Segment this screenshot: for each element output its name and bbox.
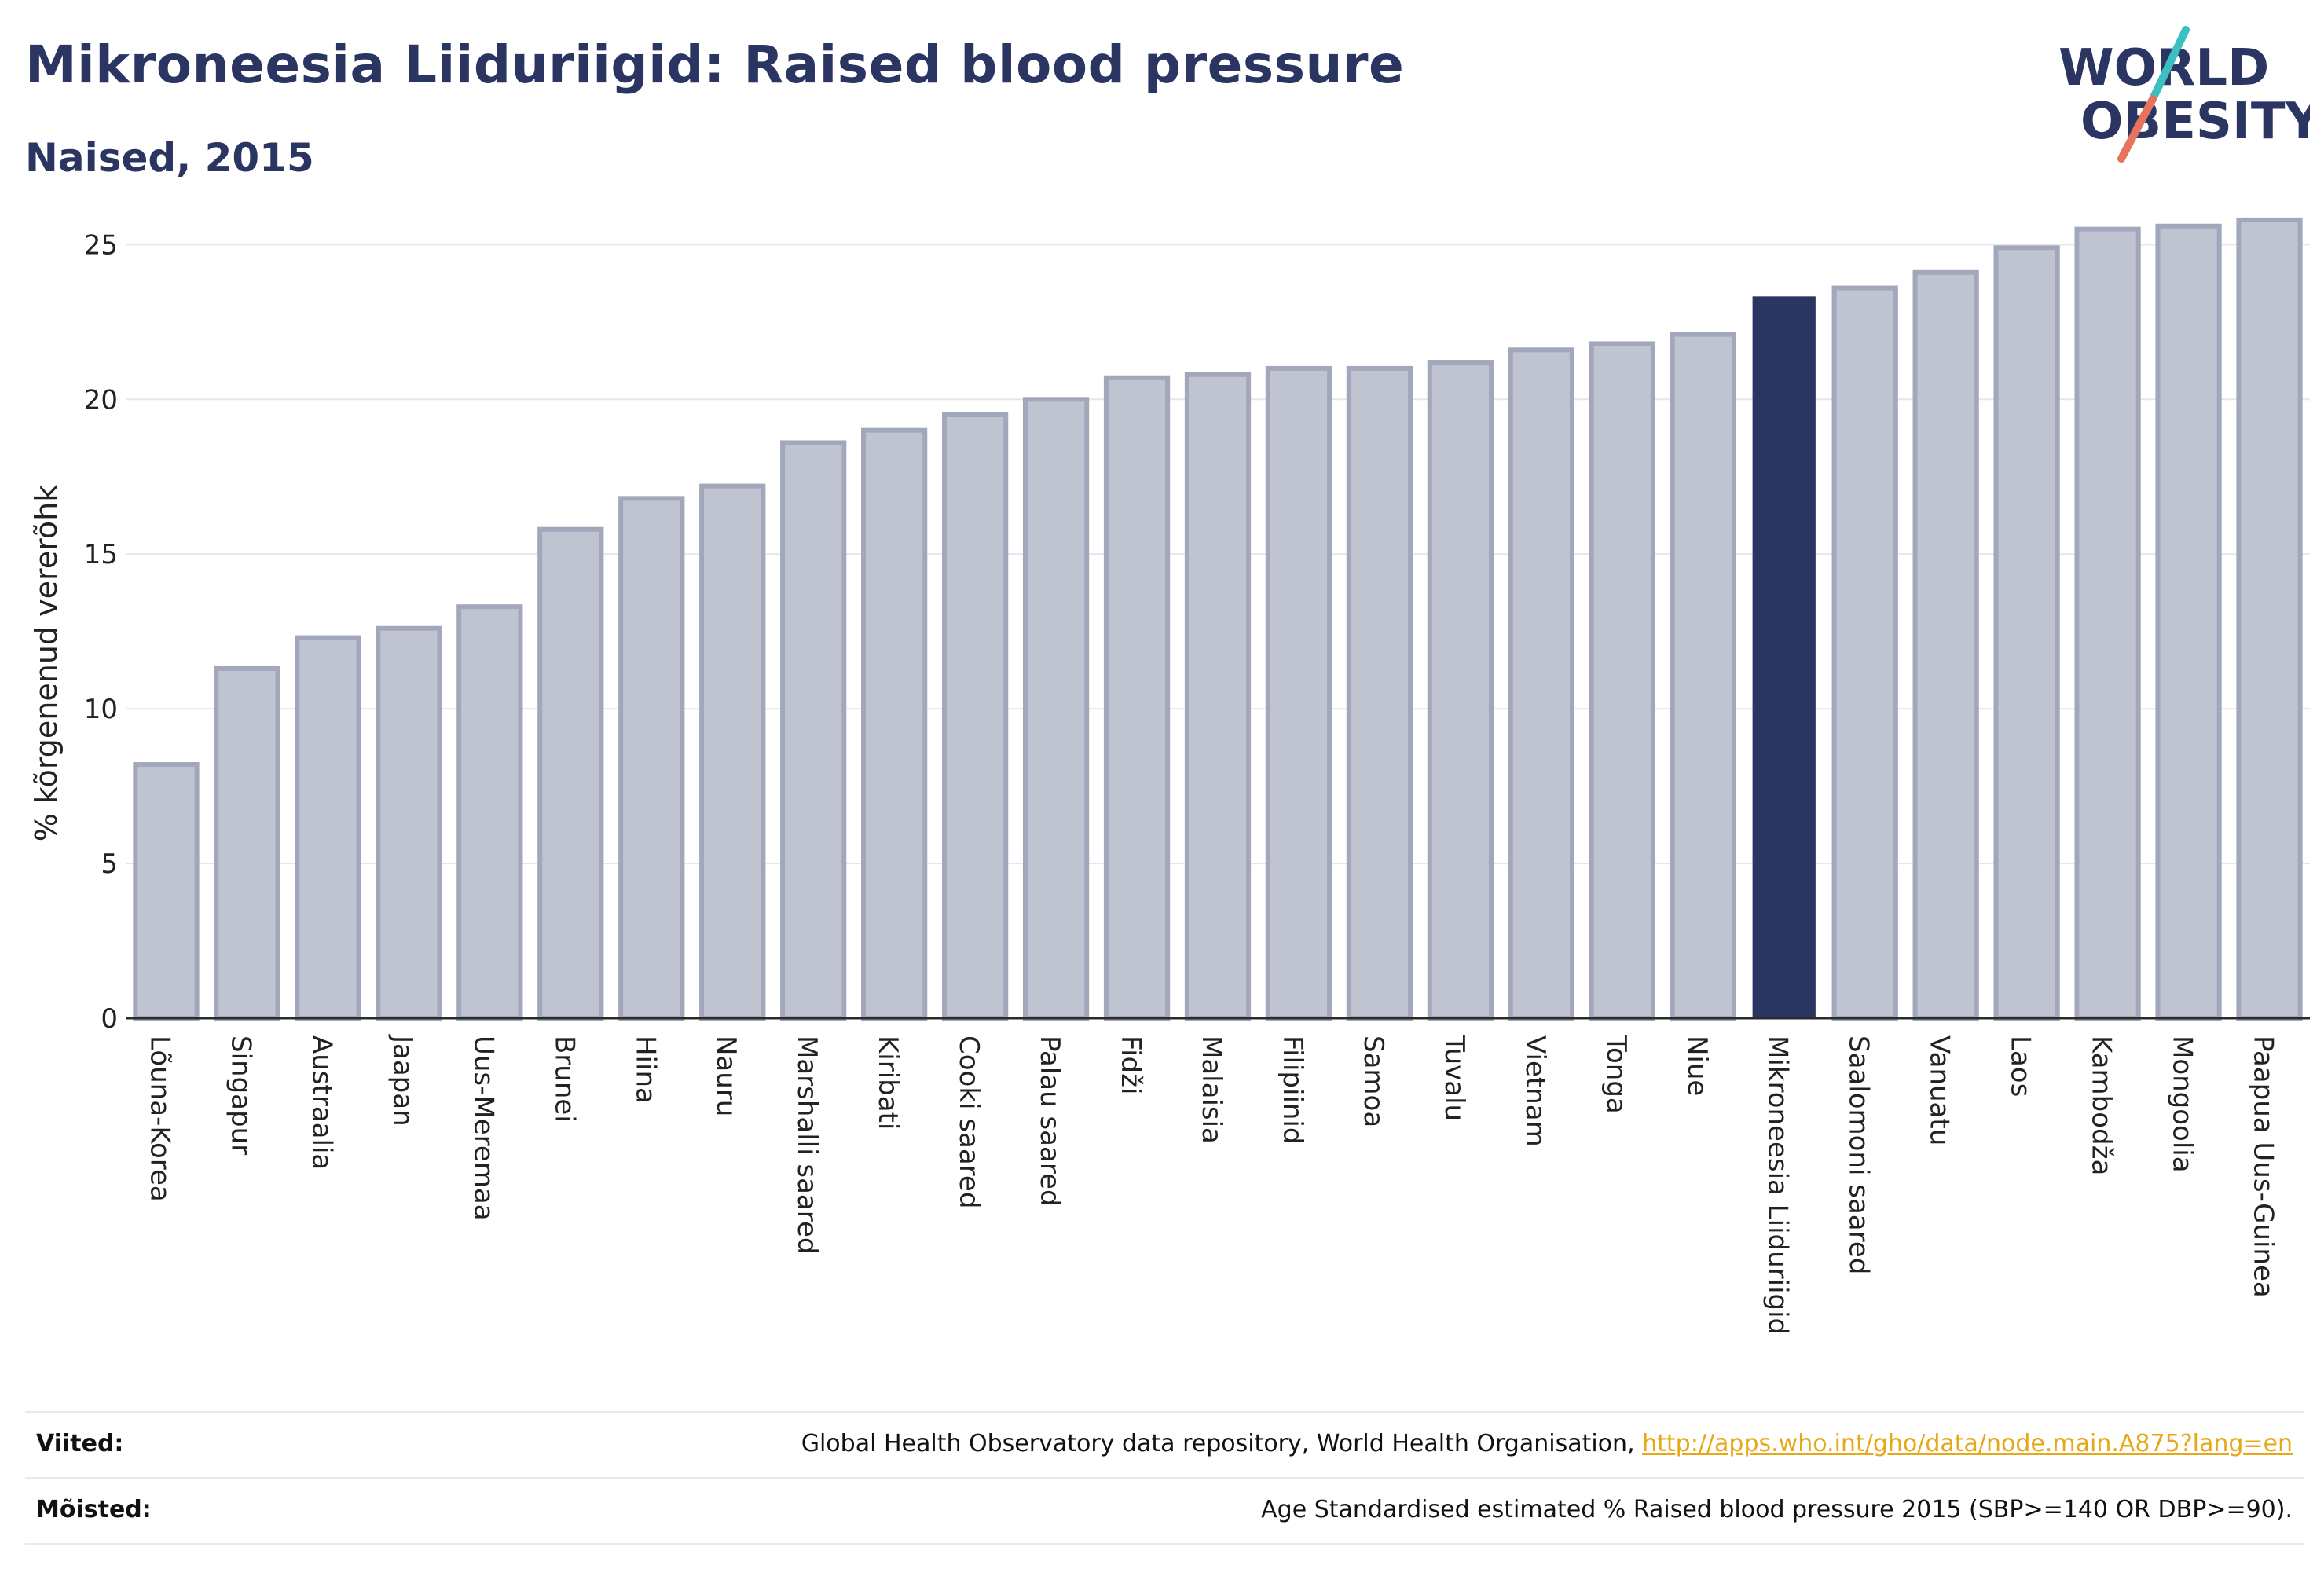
bar (1912, 269, 1979, 1021)
bar (2074, 226, 2141, 1021)
x-tick-label: Paapua Uus-Guinea (2248, 1035, 2279, 1298)
bar (133, 762, 200, 1021)
bar (2155, 223, 2222, 1021)
x-tick-label: Tonga (1600, 1035, 1632, 1114)
chart-title: Mikroneesia Liiduriigid: Raised blood pr… (25, 35, 1405, 95)
logo-line2: OBESITY (2080, 93, 2310, 151)
y-tick-label: 15 (84, 539, 118, 570)
x-tick-label: Cooki saared (953, 1035, 984, 1208)
x-tick-labels: Lõuna-Korea Singapur Austraalia Jaapan Uus-M… (144, 1034, 2278, 1335)
bar (941, 412, 1009, 1021)
bar (1103, 375, 1171, 1021)
bar (618, 496, 685, 1021)
footer-definitions-row: Mõisted: Age Standardised estimated % Ra… (25, 1477, 2304, 1545)
x-tick-label: Hiina (629, 1035, 661, 1104)
bar (295, 635, 361, 1021)
bar (1022, 397, 1090, 1021)
bar (1427, 360, 1494, 1021)
x-tick-label: Marshalli saared (791, 1035, 823, 1255)
x-tick-label: Mongoolia (2167, 1035, 2198, 1173)
x-tick-label: Vietnam (1519, 1035, 1551, 1147)
bars (133, 217, 2303, 1021)
definitions-label: Mõisted: (36, 1496, 152, 1523)
bar (456, 604, 523, 1021)
bar (861, 427, 928, 1021)
x-tick-label: Mikroneesia Liiduriigid (1762, 1035, 1794, 1335)
x-tick-label: Uus-Meremaa (467, 1035, 499, 1221)
bar (376, 625, 442, 1021)
x-tick-label: Vanuatu (1924, 1035, 1956, 1145)
definitions-text: Age Standardised estimated % Raised bloo… (1261, 1496, 2293, 1523)
sources-link[interactable]: http://apps.who.int/gho/data/node.main.A… (1642, 1430, 2293, 1457)
bar (1589, 341, 1655, 1021)
x-tick-label: Kiribati (872, 1035, 904, 1130)
logo-slash-coral (2117, 95, 2157, 163)
bar (2236, 217, 2303, 1021)
x-tick-label: Singapur (225, 1035, 256, 1155)
bar (1184, 372, 1252, 1021)
bar (1265, 365, 1332, 1021)
footer-sources-row: Viited: Global Health Observatory data r… (25, 1411, 2304, 1477)
y-tick-label: 10 (84, 694, 118, 725)
world-obesity-logo: WORLD OBESITY (2058, 26, 2310, 163)
x-tick-label: Nauru (710, 1035, 742, 1116)
chart-subtitle: Naised, 2015 (25, 135, 314, 181)
x-tick-label: Kambodža (2086, 1035, 2117, 1175)
bar (214, 665, 280, 1021)
x-tick-label: Jaapan (387, 1034, 418, 1127)
y-tick-label: 20 (84, 384, 118, 416)
y-tick-labels: 0 5 10 15 20 25 (84, 229, 118, 1035)
x-tick-label: Niue (1681, 1035, 1713, 1096)
y-tick-label: 5 (101, 848, 118, 880)
x-tick-label: Lõuna-Korea (144, 1035, 175, 1202)
sources-label: Viited: (36, 1430, 124, 1457)
bar (1508, 347, 1574, 1021)
x-tick-label: Saalomoni saared (1843, 1035, 1875, 1274)
bar (1346, 365, 1413, 1021)
x-tick-label: Tuvalu (1439, 1035, 1470, 1121)
bar (537, 526, 604, 1021)
y-tick-label: 25 (84, 229, 118, 261)
y-axis-title: % kõrgenenud vererõhk (29, 485, 64, 842)
x-tick-label: Filipiinid (1277, 1035, 1308, 1144)
bar-highlighted (1752, 296, 1816, 1020)
x-tick-label: Laos (2005, 1035, 2036, 1097)
x-tick-label: Brunei (548, 1035, 580, 1123)
bar (780, 440, 847, 1021)
bar (1831, 285, 1898, 1021)
x-tick-label: Samoa (1358, 1035, 1389, 1127)
bar (699, 483, 766, 1021)
bar-chart: 0 5 10 15 20 25 Lõuna-Korea Singapur Austraalia… (29, 217, 2310, 1335)
y-tick-label: 0 (101, 1003, 118, 1035)
x-tick-label: Malaisia (1196, 1035, 1227, 1144)
x-tick-label: Fidži (1115, 1035, 1146, 1094)
bar (1993, 245, 2060, 1021)
logo-slash-teal (2149, 26, 2190, 103)
sources-description: Global Health Observatory data repositor… (801, 1430, 1643, 1457)
sources-text: Global Health Observatory data repositor… (801, 1430, 2293, 1457)
bar (1670, 332, 1736, 1021)
x-tick-label: Palau saared (1034, 1035, 1065, 1207)
x-tick-label: Austraalia (306, 1035, 337, 1170)
